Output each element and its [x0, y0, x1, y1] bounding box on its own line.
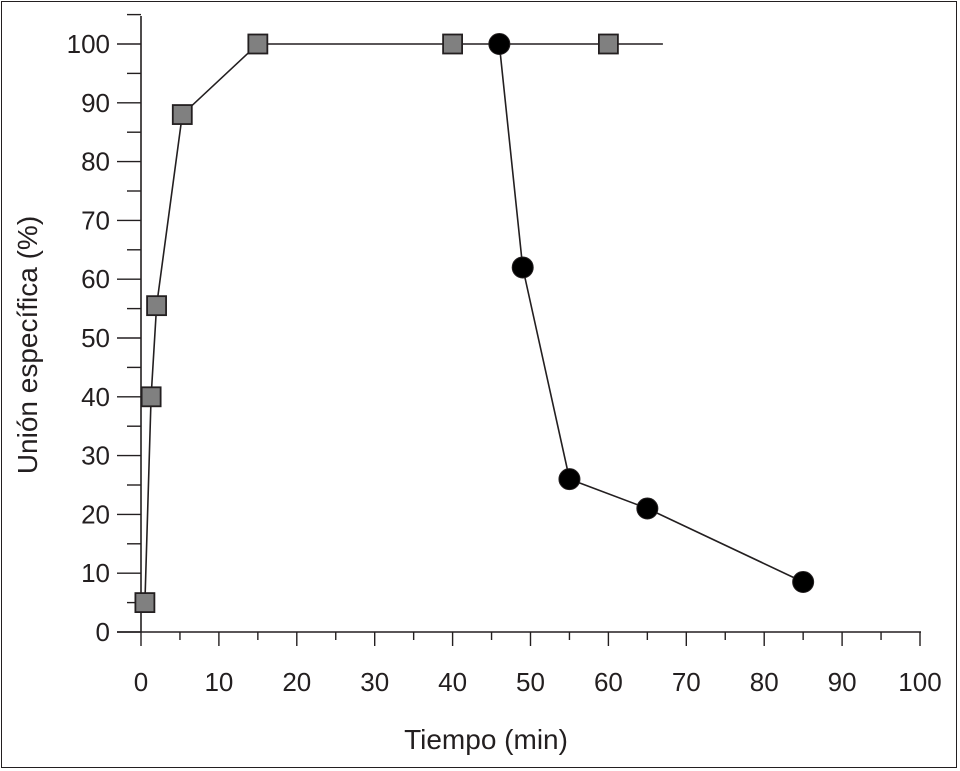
series-2-circle-marker	[792, 571, 815, 594]
y-tick-label: 20	[81, 499, 110, 529]
y-tick-label: 80	[81, 147, 110, 177]
y-tick-label: 30	[81, 441, 110, 471]
series-1-line	[144, 43, 663, 603]
y-tick-label: 60	[81, 264, 110, 294]
y-tick-label: 10	[81, 558, 110, 588]
x-tick-label: 50	[516, 667, 545, 697]
series-1-square-marker	[140, 386, 162, 408]
x-tick-label: 80	[750, 667, 779, 697]
series-1-square-marker	[247, 33, 269, 55]
series-1-square-marker	[134, 592, 156, 613]
x-axis-title: Tiempo (min)	[404, 724, 568, 755]
y-axis-title: Unión específica (%)	[12, 216, 43, 474]
x-tick-label: 40	[438, 667, 467, 697]
series-2-circle-marker	[511, 256, 534, 279]
y-tick-label: 100	[67, 29, 110, 59]
x-tick-label: 0	[134, 667, 148, 697]
series-2-circle-marker	[636, 497, 659, 520]
y-tick-label: 0	[96, 617, 110, 647]
x-tick-label: 20	[282, 667, 311, 697]
y-tick-label: 70	[81, 205, 110, 235]
series-2-circle-marker	[488, 33, 511, 55]
x-tick-label: 30	[360, 667, 389, 697]
series-1-square-marker	[171, 104, 193, 125]
axes	[117, 16, 921, 633]
series-1-square-marker	[598, 33, 619, 55]
x-tick-label: 70	[672, 667, 701, 697]
series-1-square-marker	[442, 33, 464, 55]
x-tick-label: 90	[828, 667, 857, 697]
x-tick-label: 100	[898, 667, 941, 697]
x-tick-label: 60	[594, 667, 623, 697]
ticks: 0 10 20 30 40 50 60 70 80 90 100 0 10 20 30 40 50 60 70 80 9…	[67, 13, 942, 697]
y-tick-label: 90	[81, 88, 110, 118]
x-tick-label: 10	[204, 667, 233, 697]
series-1-square-marker	[146, 295, 167, 317]
series-2-circle-marker	[558, 468, 581, 491]
y-tick-label: 50	[81, 323, 110, 353]
series-markers	[134, 33, 815, 613]
series-lines	[144, 43, 804, 603]
y-tick-label: 40	[81, 382, 110, 412]
